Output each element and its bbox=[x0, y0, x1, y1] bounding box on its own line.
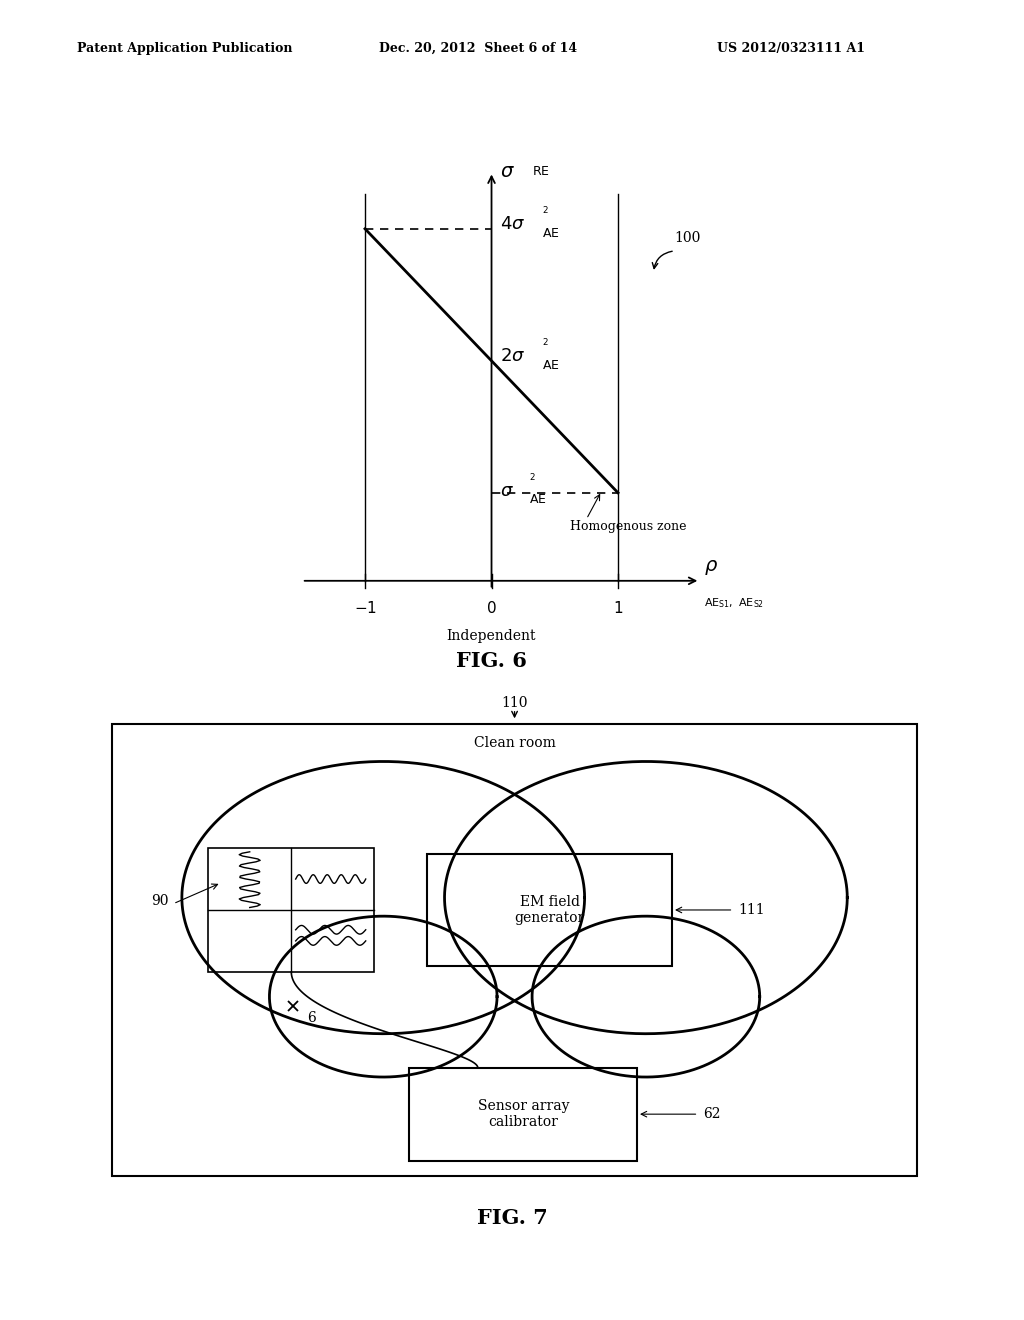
Text: FIG. 6: FIG. 6 bbox=[456, 651, 527, 671]
Text: Clean room: Clean room bbox=[474, 737, 555, 750]
Text: 90: 90 bbox=[152, 895, 169, 908]
Text: $2\sigma$: $2\sigma$ bbox=[501, 347, 525, 366]
Text: $\sigma$: $\sigma$ bbox=[501, 482, 514, 500]
Text: $4\sigma$: $4\sigma$ bbox=[501, 215, 525, 234]
Text: Homogenous zone: Homogenous zone bbox=[570, 520, 686, 533]
Text: $^2$: $^2$ bbox=[542, 338, 549, 351]
Text: 100: 100 bbox=[675, 231, 700, 244]
Text: $\mathrm{AE}$: $\mathrm{AE}$ bbox=[542, 359, 560, 372]
Text: $\mathrm{AE}$: $\mathrm{AE}$ bbox=[542, 227, 560, 240]
Text: $^2$: $^2$ bbox=[542, 206, 549, 219]
Text: 62: 62 bbox=[702, 1107, 720, 1121]
Text: FIG. 7: FIG. 7 bbox=[476, 1208, 548, 1228]
Text: $\mathrm{AE}$: $\mathrm{AE}$ bbox=[529, 494, 547, 507]
Text: Sensor array
calibrator: Sensor array calibrator bbox=[477, 1100, 569, 1130]
Text: $-1$: $-1$ bbox=[353, 601, 377, 616]
Text: $^2$: $^2$ bbox=[529, 473, 537, 486]
Text: $0$: $0$ bbox=[486, 601, 497, 616]
Bar bbox=[427, 854, 672, 966]
Text: $\sigma$: $\sigma$ bbox=[501, 162, 515, 181]
Text: $1$: $1$ bbox=[613, 601, 624, 616]
Text: 110: 110 bbox=[502, 696, 527, 710]
Text: US 2012/0323111 A1: US 2012/0323111 A1 bbox=[717, 42, 865, 55]
Bar bbox=[410, 1068, 637, 1160]
Text: Independent: Independent bbox=[446, 630, 537, 643]
Text: $\mathrm{AE_{S1}}$$\mathrm{,\ AE_{S2}}$: $\mathrm{AE_{S1}}$$\mathrm{,\ AE_{S2}}$ bbox=[705, 595, 764, 610]
Bar bbox=[208, 849, 375, 972]
Text: $\rho$: $\rho$ bbox=[705, 558, 718, 577]
Text: $\mathrm{RE}$: $\mathrm{RE}$ bbox=[532, 165, 550, 178]
Text: EM field
generator: EM field generator bbox=[514, 895, 585, 925]
Text: Patent Application Publication: Patent Application Publication bbox=[77, 42, 292, 55]
Text: 111: 111 bbox=[738, 903, 765, 917]
Text: Dec. 20, 2012  Sheet 6 of 14: Dec. 20, 2012 Sheet 6 of 14 bbox=[379, 42, 577, 55]
Text: 6: 6 bbox=[307, 1011, 315, 1024]
